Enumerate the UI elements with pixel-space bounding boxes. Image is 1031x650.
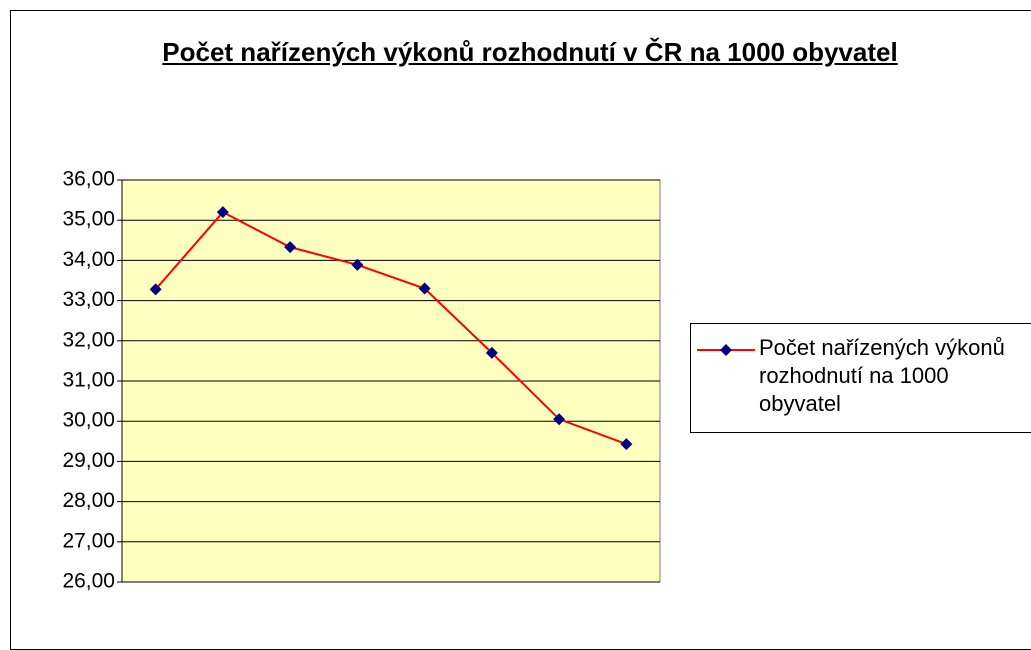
data-point	[149, 283, 162, 296]
chart: 26,00 27,00 28,00 29,00 30,00 31,00 32,00 33,00…	[62, 168, 661, 593]
y-tick-label: 28,00	[62, 489, 115, 512]
data-point	[620, 438, 633, 451]
data-point	[485, 346, 498, 359]
legend-marker	[720, 344, 732, 356]
chart-title: Počet nařízených výkonů rozhodnutí v ČR …	[162, 37, 898, 67]
data-point	[553, 413, 566, 426]
legend: Počet nařízených výkonů rozhodnutí na 10…	[690, 323, 1031, 433]
series-line	[154, 210, 627, 446]
y-tick-label: 35,00	[62, 208, 115, 231]
y-tick-label: 26,00	[62, 570, 115, 593]
data-point	[418, 282, 431, 295]
data-point	[351, 258, 364, 271]
y-tick-label: 29,00	[62, 449, 115, 472]
y-tick-label: 34,00	[62, 248, 115, 271]
data-point	[216, 206, 229, 219]
legend-label: Počet nařízených výkonů rozhodnutí na 10…	[759, 335, 1005, 416]
y-tick-label: 32,00	[62, 328, 115, 351]
data-point	[284, 241, 297, 254]
y-tick-label: 30,00	[62, 409, 115, 432]
y-tick-label: 33,00	[62, 288, 115, 311]
legend-key	[697, 344, 755, 356]
y-tick-label: 27,00	[62, 529, 115, 552]
y-tick-label: 31,00	[62, 369, 115, 392]
y-tick-label: 36,00	[62, 168, 115, 191]
page: Počet nařízených výkonů rozhodnutí v ČR …	[10, 10, 1031, 650]
